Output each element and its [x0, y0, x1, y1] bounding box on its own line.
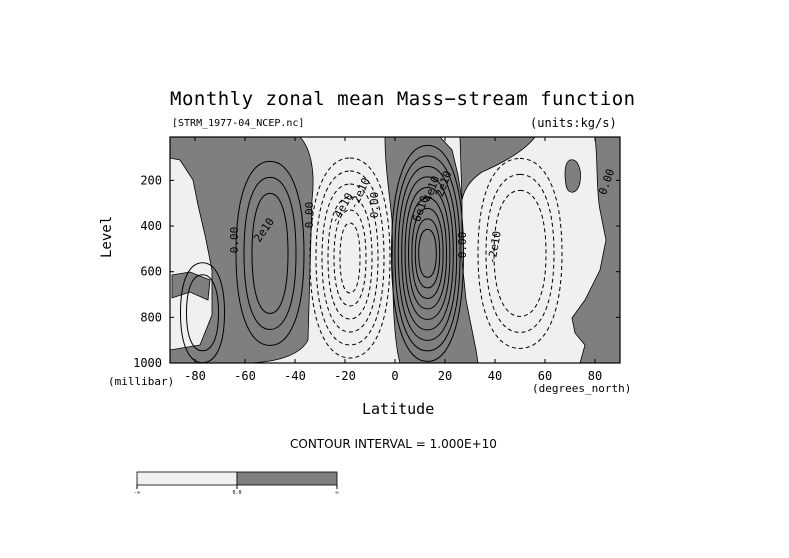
- contour-label-3: 0.00: [303, 202, 316, 229]
- x-axis-unit: (degrees_north): [532, 382, 632, 395]
- colorbar-label: 0.0: [232, 490, 241, 496]
- contour-cell-5-level-3: [493, 189, 547, 317]
- x-tick-label: -20: [334, 369, 356, 383]
- contour-label-10: 0.00: [456, 232, 469, 259]
- contour-cell-4-level-4: [401, 176, 454, 331]
- chart-title: Monthly zonal mean Mass−stream function: [170, 88, 636, 110]
- x-tick-label: 20: [438, 369, 452, 383]
- positive-region-4: [571, 137, 620, 363]
- contour-cell-4-level-1: [390, 144, 465, 362]
- positive-region-5: [564, 159, 581, 193]
- contour-cell-3-level-1: [309, 157, 391, 359]
- y-axis-unit: (millibar): [108, 375, 175, 388]
- file-label: [STRM_1977-04_NCEP.nc]: [172, 118, 305, 129]
- contour-cell-3-level-4: [327, 196, 373, 320]
- colorbar-positive: [236, 471, 338, 486]
- contour-cell-1-level-2: [185, 274, 220, 352]
- contour-cell-4-level-8: [414, 218, 441, 289]
- y-tick-label: 800: [140, 310, 162, 324]
- x-tick-label: 80: [588, 369, 602, 383]
- x-axis-label: Latitude: [362, 400, 435, 418]
- units-label: (units:kg/s): [530, 116, 617, 130]
- x-tick-label: 0: [391, 369, 398, 383]
- contour-cell-2-level-3: [251, 192, 289, 314]
- contour-cell-4-level-7: [411, 207, 444, 299]
- contour-cell-4-level-9: [418, 228, 437, 278]
- colorbar-label: ∞: [335, 490, 338, 496]
- contour-cell-5-level-2: [485, 173, 555, 333]
- contour-label-1: 0.00: [228, 227, 241, 254]
- x-tick-label: 60: [538, 369, 552, 383]
- contour-cell-2-level-1: [235, 160, 305, 346]
- contour-cell-3-level-3: [321, 183, 379, 333]
- contour-cell-4-level-6: [407, 197, 448, 310]
- colorbar-label: -∞: [134, 490, 140, 496]
- contour-cell-4-level-5: [404, 186, 451, 320]
- x-tick-label: -40: [284, 369, 306, 383]
- contour-cell-3-level-6: [339, 222, 361, 294]
- contour-cell-5-level-1: [477, 157, 563, 349]
- contour-label-6: 0.00: [368, 192, 381, 219]
- x-tick-label: -80: [184, 369, 206, 383]
- y-tick-label: 400: [140, 219, 162, 233]
- y-tick-label: 600: [140, 265, 162, 279]
- positive-region-1: [170, 137, 314, 363]
- contour-label-11: -2e10: [485, 230, 504, 265]
- x-tick-label: -60: [234, 369, 256, 383]
- contour-interval-text: CONTOUR INTERVAL = 1.000E+10: [290, 437, 497, 451]
- x-tick-label: 40: [488, 369, 502, 383]
- colorbar-negative: [136, 471, 238, 486]
- contour-cell-2-level-2: [243, 176, 297, 330]
- positive-region-3: [459, 137, 536, 201]
- contour-cell-4-level-2: [394, 155, 461, 352]
- y-tick-label: 200: [140, 173, 162, 187]
- contour-cell-4-level-3: [397, 165, 458, 341]
- x-axis-ticks: -80 -60 -40 -20 0 20 40 60 80: [184, 137, 602, 383]
- y-tick-label: 1000: [133, 356, 162, 370]
- y-axis-ticks: 200 400 600 800 1000: [133, 173, 620, 370]
- contour-cell-3-level-5: [333, 209, 367, 307]
- contour-lines: [179, 144, 563, 363]
- colorbar: -∞ 0.0 ∞: [134, 471, 339, 496]
